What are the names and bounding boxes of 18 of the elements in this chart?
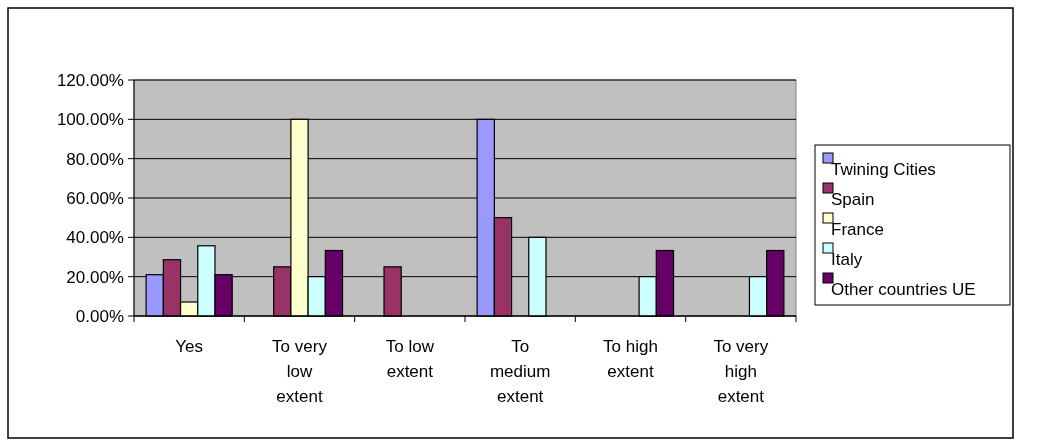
legend-label: Italy [831,250,863,269]
x-tick-label: Yes [175,337,204,356]
x-tick-label: To medium extent [489,337,551,406]
y-tick-label: 80.00% [66,149,124,169]
legend-label: Twining Cities [831,160,936,179]
legend-label: Spain [831,190,875,209]
x-tick-label: To high extent [603,337,658,381]
x-tick-label: To very low extent [272,337,328,406]
y-tick-label: 100.00% [56,110,124,130]
y-tick-label: 20.00% [66,267,124,287]
x-tick-label: To very high extent [713,337,769,406]
y-tick-label: 120.00% [56,70,124,90]
legend-label: Other countries UE [831,280,976,299]
y-tick-label: 0.00% [75,306,124,326]
y-tick-label: 40.00% [66,228,124,248]
legend-label: France [831,220,884,239]
y-tick-label: 60.00% [66,188,124,208]
x-tick-label: To low extent [385,337,435,381]
